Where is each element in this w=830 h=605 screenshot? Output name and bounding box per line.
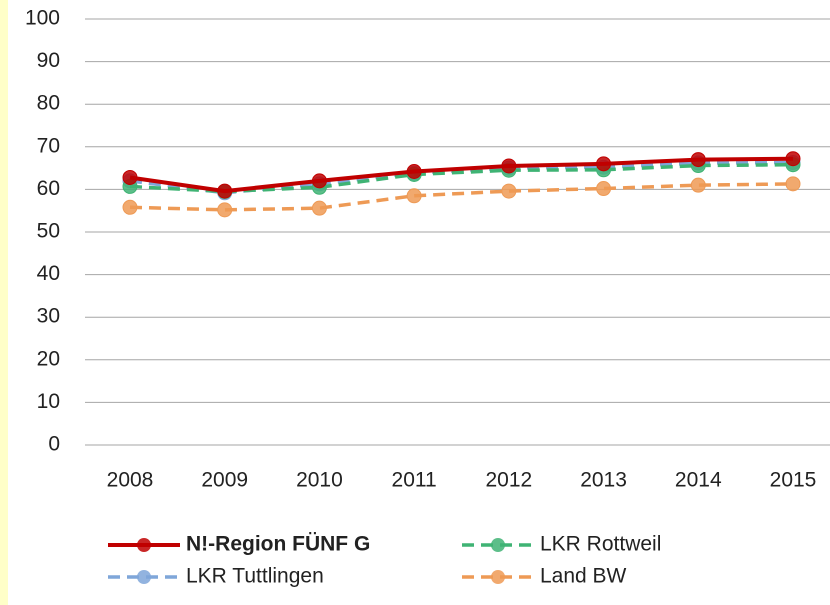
point [690,152,706,168]
point [596,181,612,197]
y-tick-label: 30 [37,305,60,328]
y-tick-label: 50 [37,220,60,243]
x-tick-label: 2010 [296,469,343,492]
legend-marker [137,570,151,584]
point [217,202,233,218]
y-tick-label: 100 [25,7,60,30]
series-line [129,156,794,194]
legend-marker [491,570,505,584]
x-tick-label: 2014 [675,469,722,492]
legend-marker [137,538,151,552]
point [406,188,422,204]
y-tick-label: 90 [37,49,60,72]
y-tick-label: 80 [37,92,60,115]
point [690,177,706,193]
y-tick-label: 70 [37,134,60,157]
point [785,151,801,167]
series-line [129,162,794,194]
point [217,183,233,199]
legend-label: LKR Rottweil [540,533,661,556]
y-tick-label: 0 [48,433,60,456]
point [122,169,138,185]
side-strip [0,0,8,605]
x-tick-label: 2015 [770,469,817,492]
point [596,156,612,172]
x-tick-label: 2012 [485,469,532,492]
point [311,173,327,189]
point [501,158,517,174]
legend-label: Land BW [540,565,627,588]
y-tick-label: 40 [37,262,60,285]
x-tick-label: 2009 [201,469,248,492]
y-tick-label: 60 [37,177,60,200]
point [501,183,517,199]
legend-marker [491,538,505,552]
point [785,176,801,192]
series-line [129,182,794,212]
legend-label: LKR Tuttlingen [186,565,324,588]
y-tick-label: 20 [37,347,60,370]
point [406,164,422,180]
x-tick-label: 2011 [392,469,437,492]
point [122,199,138,215]
x-tick-label: 2008 [107,469,154,492]
point [311,200,327,216]
x-tick-label: 2013 [580,469,627,492]
legend-label: N!-Region FÜNF G [186,533,370,556]
y-tick-label: 10 [37,390,60,413]
